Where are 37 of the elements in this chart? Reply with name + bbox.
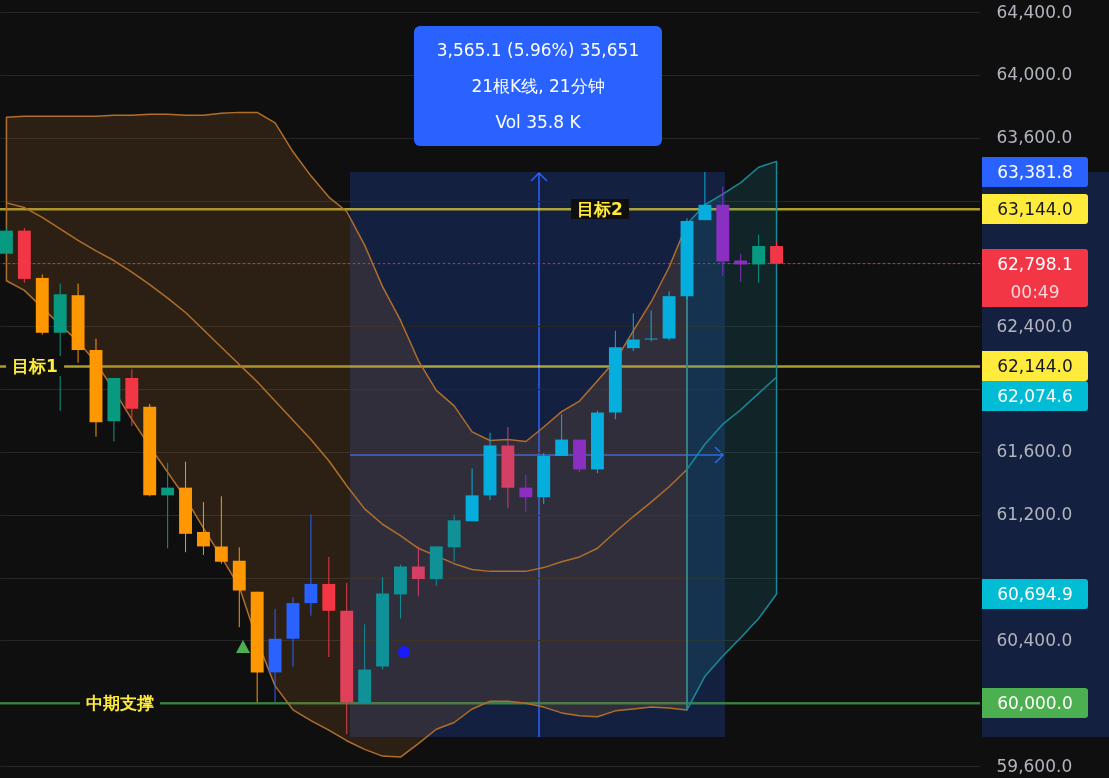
candlestick bbox=[411, 545, 425, 597]
y-tick-label: 63,600.0 bbox=[996, 127, 1073, 148]
ref-line-label: 中期支撑 bbox=[80, 693, 160, 714]
ref-line-label: 目标1 bbox=[6, 356, 64, 377]
ref-line-label: 目标2 bbox=[571, 199, 629, 220]
annotation: 21根K线, 21分钟 bbox=[470, 75, 606, 98]
text: 00:49 bbox=[1009, 280, 1061, 304]
y-tick-label: 61,200.0 bbox=[996, 504, 1073, 525]
y-tick-label: 60,400.0 bbox=[996, 629, 1073, 650]
y-tick-label: 64,000.0 bbox=[996, 64, 1073, 85]
y-tick-label: 59,600.0 bbox=[996, 755, 1073, 776]
candlestick bbox=[555, 413, 569, 457]
text: 60,694.9 bbox=[982, 579, 1088, 608]
y-tick-label: 61,600.0 bbox=[996, 441, 1073, 462]
y-tick-label: 62,400.0 bbox=[996, 315, 1073, 336]
text: 62,074.6 bbox=[982, 382, 1088, 411]
candlestick bbox=[626, 312, 640, 352]
candlestick bbox=[519, 474, 533, 513]
candlestick bbox=[161, 462, 175, 549]
candlestick bbox=[0, 227, 13, 255]
text: 62,798.1 bbox=[996, 252, 1074, 276]
measure-info-box: 3,565.1 (5.96%) 35,651 21根K线, 21分钟 Vol 35.8 K bbox=[414, 26, 662, 146]
candlestick bbox=[304, 514, 318, 617]
candlestick bbox=[752, 234, 766, 284]
text: 63,381.8 bbox=[982, 157, 1088, 186]
candlestick bbox=[214, 495, 228, 565]
candlestick bbox=[197, 501, 210, 556]
text: 60,000.0 bbox=[982, 689, 1088, 718]
y-tick-label: 64,400.0 bbox=[996, 1, 1073, 22]
candlestick bbox=[644, 310, 658, 342]
text: 63,144.0 bbox=[982, 195, 1088, 224]
annotation: 3,565.1 (5.96%) 35,651 bbox=[435, 39, 641, 62]
annotation: Vol 35.8 K bbox=[494, 111, 582, 134]
line-series bbox=[686, 376, 778, 471]
candlestick bbox=[698, 171, 712, 221]
text: 62,144.0 bbox=[982, 352, 1088, 381]
line-series bbox=[5, 202, 688, 573]
